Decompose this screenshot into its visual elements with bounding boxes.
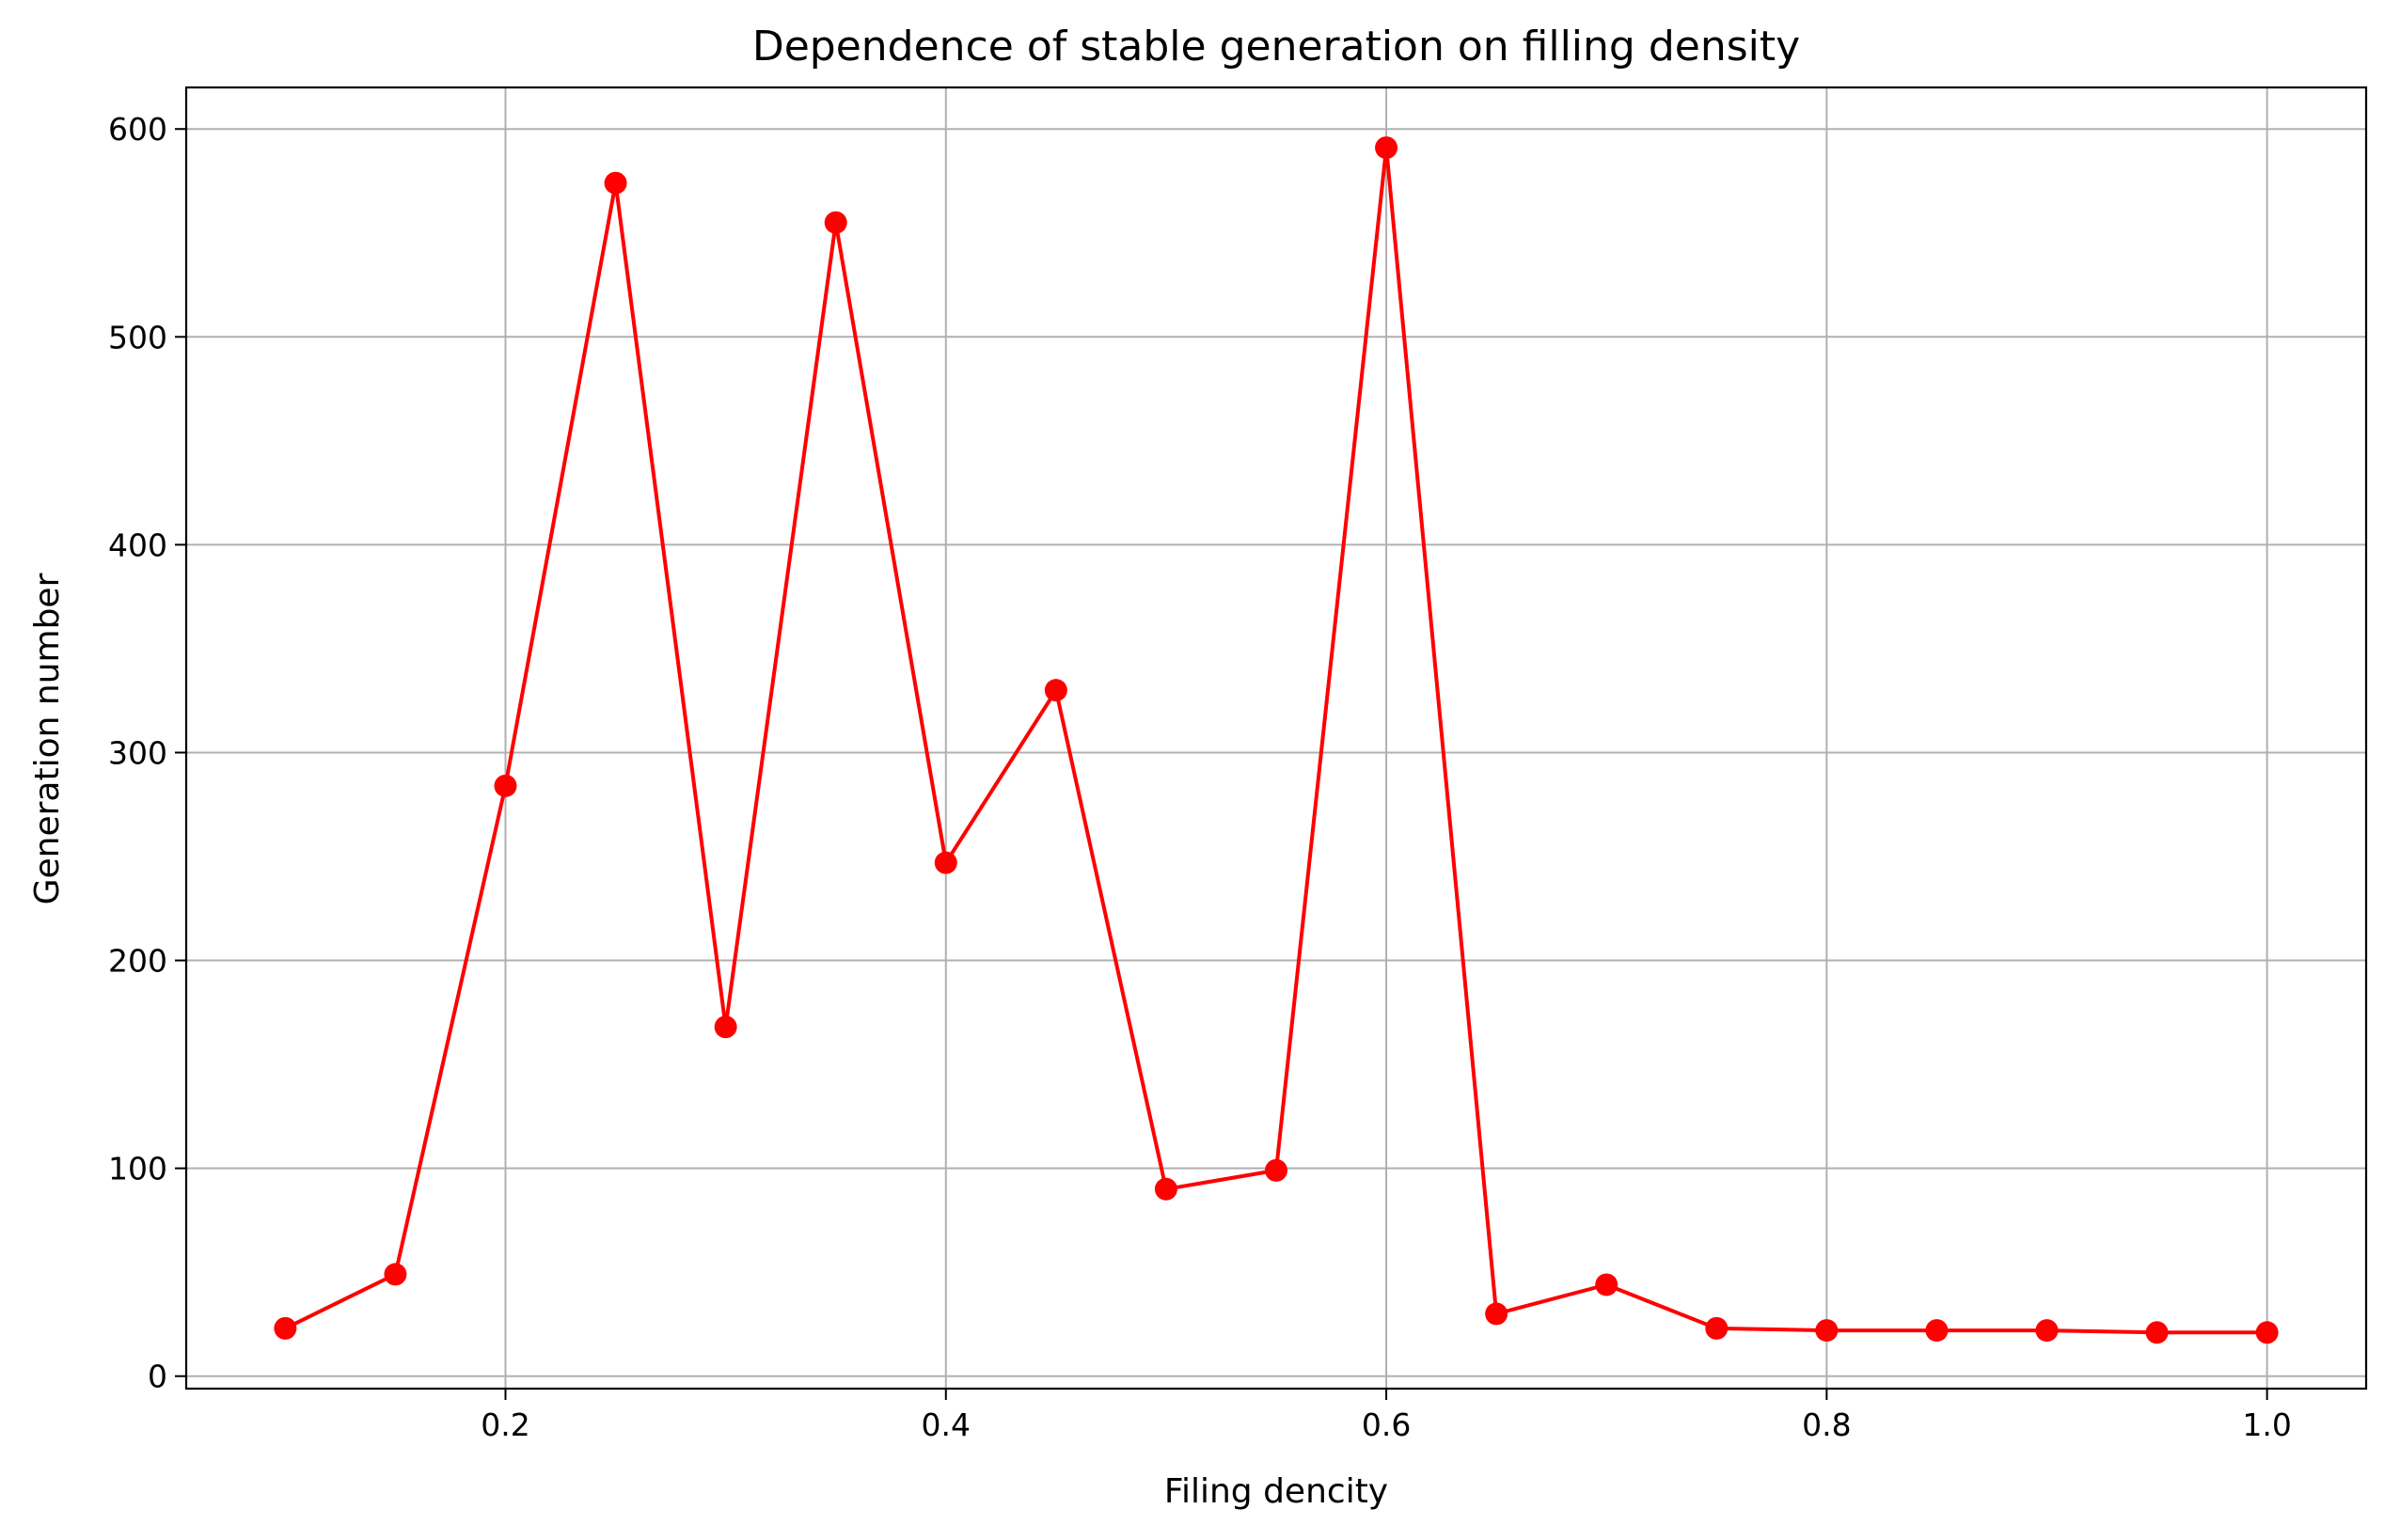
data-point (1485, 1302, 1508, 1326)
x-tick-label: 0.2 (481, 1406, 529, 1443)
y-tick-label: 400 (108, 526, 167, 563)
data-point (1595, 1273, 1618, 1296)
x-tick-label: 0.6 (1362, 1406, 1411, 1443)
data-point (1375, 136, 1398, 160)
grid (186, 87, 2366, 1389)
y-tick-label: 200 (108, 943, 167, 980)
data-points (274, 136, 2279, 1344)
data-point (824, 211, 847, 234)
data-point (2145, 1321, 2169, 1344)
data-point (274, 1316, 297, 1340)
data-point (1154, 1177, 1177, 1201)
y-tick-label: 500 (108, 319, 167, 355)
y-tick-label: 100 (108, 1151, 167, 1187)
y-tick-label: 600 (108, 111, 167, 148)
data-point (2035, 1319, 2059, 1343)
data-point (1705, 1316, 1729, 1340)
y-tick-label: 300 (108, 734, 167, 771)
data-point (604, 171, 627, 195)
data-point (1265, 1158, 1287, 1182)
y-axis-label: Generation number (28, 573, 67, 904)
data-point (494, 774, 517, 797)
y-axis-ticks: 0 100 200 300 400 500 600 (108, 111, 186, 1395)
data-point (714, 1015, 737, 1039)
plot-frame (184, 86, 2368, 1391)
y-tick-label: 0 (148, 1359, 167, 1395)
x-axis-label: Filing dencity (1164, 1472, 1388, 1511)
x-tick-label: 0.4 (922, 1406, 971, 1443)
data-point (1925, 1319, 1949, 1343)
x-tick-label: 0.8 (1802, 1406, 1851, 1443)
data-point (934, 851, 957, 874)
data-point (2255, 1321, 2279, 1344)
x-axis-ticks: 0.2 0.4 0.6 0.8 1.0 (481, 1389, 2292, 1443)
chart-title: Dependence of stable generation on filli… (752, 23, 1800, 71)
data-point (384, 1263, 407, 1286)
x-tick-label: 1.0 (2242, 1406, 2291, 1443)
data-point (1815, 1319, 1839, 1343)
data-point (1044, 679, 1067, 702)
